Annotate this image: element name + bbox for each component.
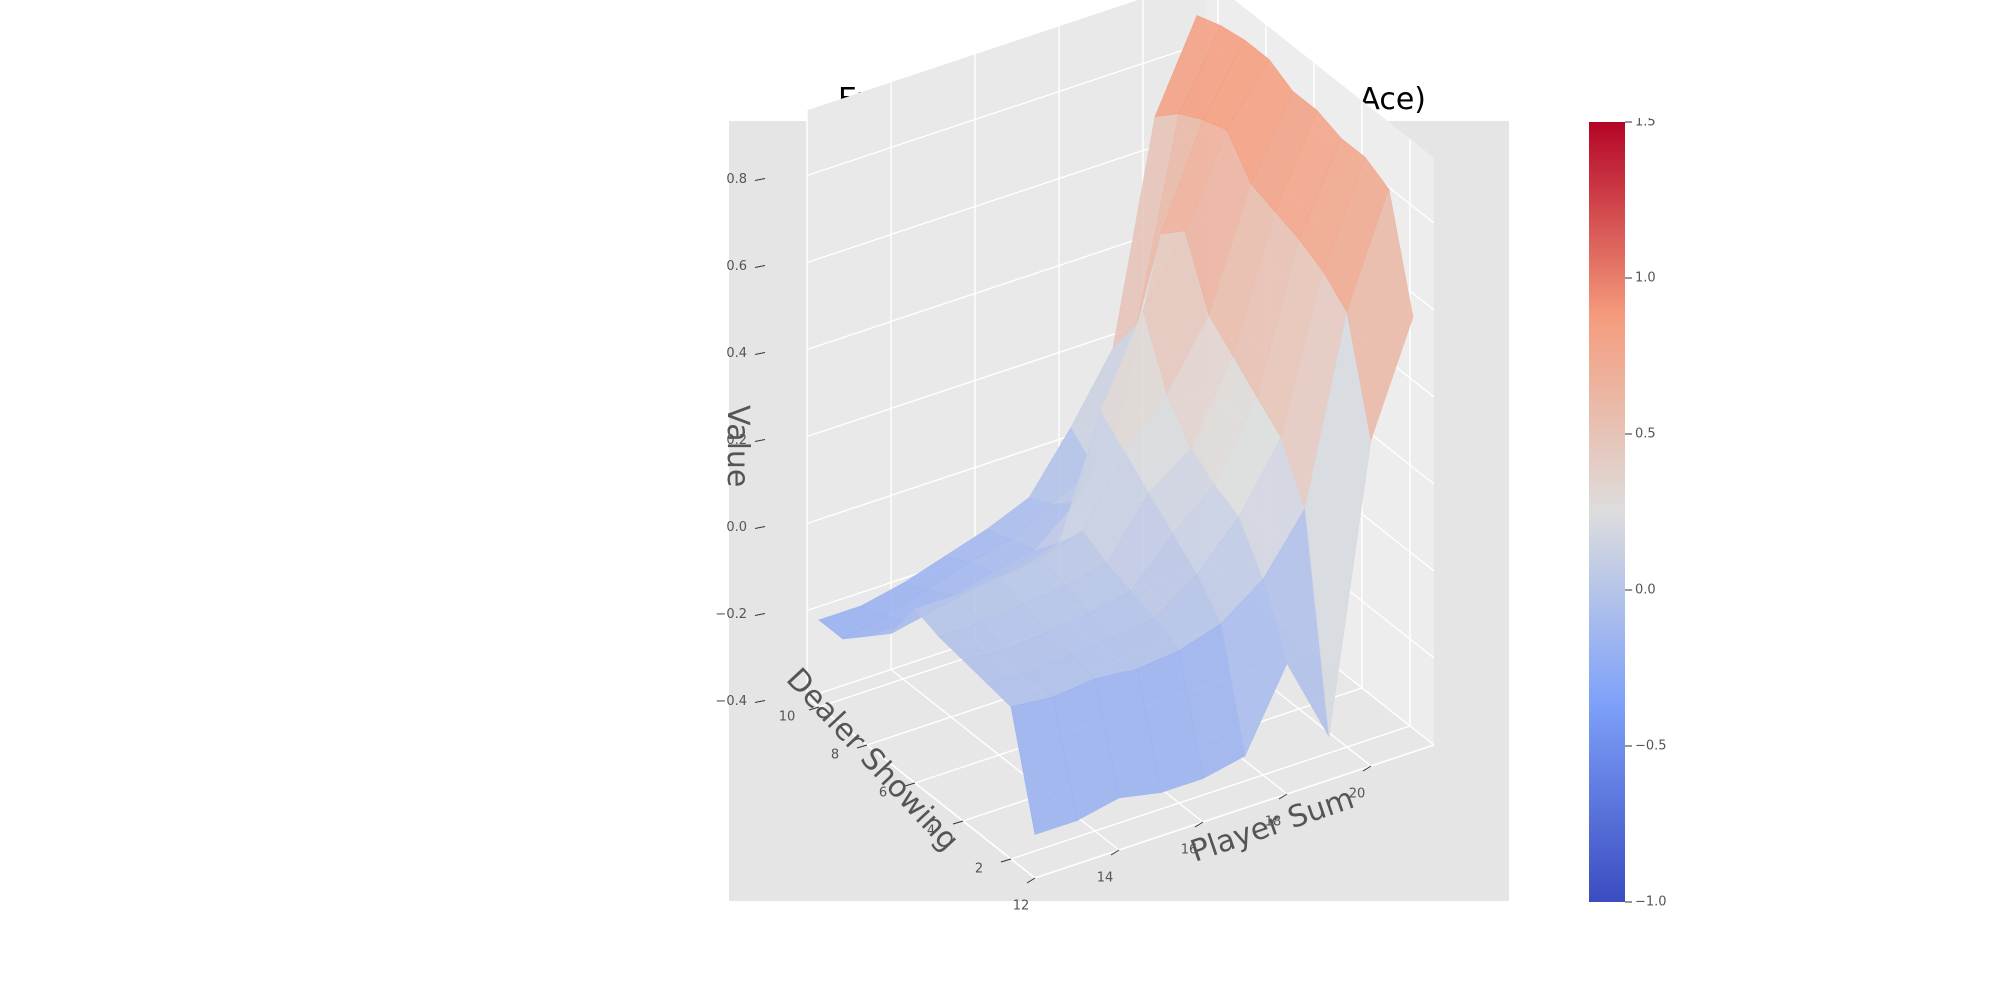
y-tick-mark bbox=[952, 820, 964, 825]
z-tick-mark bbox=[754, 700, 766, 703]
grid-line bbox=[806, 128, 1207, 264]
y-tick-label: 2 bbox=[975, 862, 983, 877]
colorbar-tick-label: 1.5 bbox=[1635, 118, 1656, 130]
x-tick-label: 14 bbox=[1097, 871, 1114, 886]
z-tick-mark bbox=[754, 265, 766, 268]
x-tick-mark bbox=[1026, 877, 1036, 884]
z-tick-mark bbox=[754, 526, 766, 529]
z-tick-label: 0.2 bbox=[726, 433, 747, 448]
y-tick-label: 10 bbox=[779, 710, 796, 725]
x-axis-line bbox=[1034, 744, 1435, 879]
z-tick-label: 0.6 bbox=[726, 259, 747, 274]
x-tick-label: 18 bbox=[1265, 815, 1282, 830]
x-tick-label: 20 bbox=[1349, 787, 1366, 802]
grid-line bbox=[1010, 725, 1411, 860]
grid-line bbox=[890, 668, 1120, 851]
y-tick-label: 4 bbox=[927, 824, 935, 839]
y-axis-line bbox=[806, 696, 1036, 879]
grid-line bbox=[806, 41, 1207, 177]
colorbar-tick-label: 0.0 bbox=[1635, 583, 1656, 598]
surface-facet bbox=[1346, 188, 1414, 441]
colorbar: −1.0 −0.5 0.0 0.5 1.0 1.5 bbox=[1589, 118, 1667, 910]
z-tick-label: −0.2 bbox=[715, 607, 747, 622]
y-tick-label: 8 bbox=[831, 748, 839, 763]
z-axis-title: Value bbox=[720, 405, 755, 487]
x-tick-mark bbox=[1362, 765, 1372, 772]
x-tick-label: 12 bbox=[1013, 899, 1030, 914]
colorbar-ticks: −1.0 −0.5 0.0 0.5 1.0 1.5 bbox=[1625, 118, 1667, 910]
x-tick-mark bbox=[1194, 821, 1204, 828]
x-tick-mark bbox=[1278, 793, 1288, 800]
y-tick-mark bbox=[856, 744, 868, 749]
colorbar-tick-label: 0.5 bbox=[1635, 427, 1656, 442]
y-tick-mark bbox=[904, 782, 916, 787]
axis-ticks: 12 14 16 18 20 2 4 6 8 10 −0.4 −0.2 0.0 0.2 0.4 0.6 0.8 bbox=[715, 172, 1372, 914]
y-tick-mark bbox=[1000, 858, 1012, 863]
z-tick-mark bbox=[754, 178, 766, 181]
z-tick-label: 0.0 bbox=[726, 520, 747, 535]
surface-mesh bbox=[818, 15, 1414, 835]
x-tick-label: 16 bbox=[1181, 843, 1198, 858]
y-tick-mark bbox=[808, 706, 820, 711]
z-tick-label: −0.4 bbox=[715, 694, 747, 709]
z-tick-mark bbox=[754, 439, 766, 442]
x-tick-mark bbox=[1110, 849, 1120, 856]
y-tick-label: 6 bbox=[879, 786, 887, 801]
z-tick-label: 0.4 bbox=[726, 346, 747, 361]
colorbar-tick-label: −0.5 bbox=[1635, 739, 1667, 754]
z-tick-label: 0.8 bbox=[726, 172, 747, 187]
z-tick-mark bbox=[754, 613, 766, 616]
colorbar-tick-label: 1.0 bbox=[1635, 271, 1656, 286]
z-tick-mark bbox=[754, 352, 766, 355]
colorbar-fill bbox=[1589, 122, 1625, 902]
colorbar-tick-label: −1.0 bbox=[1635, 895, 1667, 910]
